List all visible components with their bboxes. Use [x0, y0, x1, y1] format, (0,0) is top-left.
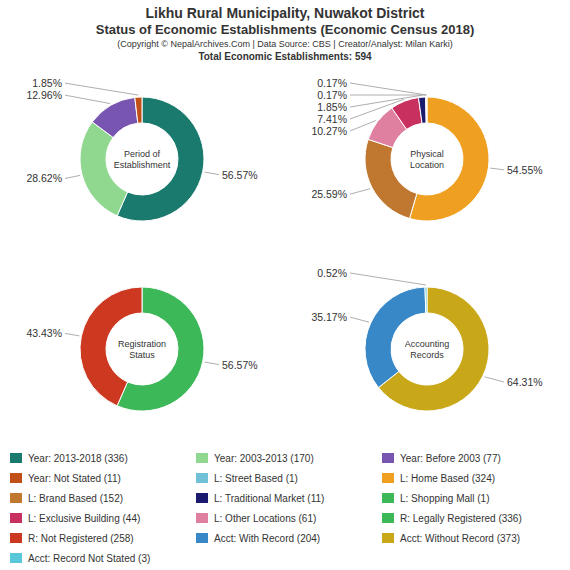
- html-text:L: Brand Based (152): L: Brand Based (152): [28, 492, 124, 504]
- svg-text:Location: Location: [410, 160, 444, 170]
- html-text:L: Home Based (324): L: Home Based (324): [400, 472, 496, 484]
- svg-text:0.17%: 0.17%: [317, 77, 347, 89]
- html-text:Year: Before 2003 (77): Year: Before 2003 (77): [400, 452, 501, 464]
- svg-text:Physical: Physical: [410, 149, 444, 159]
- svg-text:64.31%: 64.31%: [507, 376, 543, 388]
- html-text:(Copyright © NepalArchives.Com: (Copyright © NepalArchives.Com | Data So…: [117, 39, 453, 49]
- html-text:Acct: Without Record (373): Acct: Without Record (373): [400, 532, 520, 544]
- svg-text:Records: Records: [410, 350, 444, 360]
- svg-text:56.57%: 56.57%: [222, 169, 258, 181]
- html-text:Acct: Record Not Stated (3): Acct: Record Not Stated (3): [28, 552, 151, 564]
- html-text:L: Other Locations (61): L: Other Locations (61): [214, 512, 317, 524]
- html-text:Year: Not Stated (11): Year: Not Stated (11): [28, 472, 121, 484]
- svg-text:0.17%: 0.17%: [317, 89, 347, 101]
- svg-text:56.57%: 56.57%: [222, 359, 258, 371]
- svg-text:1.85%: 1.85%: [32, 77, 62, 89]
- svg-text:25.59%: 25.59%: [311, 188, 347, 200]
- svg-text:54.55%: 54.55%: [507, 164, 543, 176]
- svg-text:Registration: Registration: [118, 339, 166, 349]
- svg-text:12.96%: 12.96%: [26, 89, 62, 101]
- html-text:R: Legally Registered (336): R: Legally Registered (336): [400, 512, 522, 524]
- svg-text:28.62%: 28.62%: [26, 172, 62, 184]
- html-text:L: Exclusive Building (44): L: Exclusive Building (44): [28, 512, 141, 524]
- svg-text:0.52%: 0.52%: [317, 267, 347, 279]
- html-text:Likhu Rural Municipality, Nuwa: Likhu Rural Municipality, Nuwakot Distri…: [145, 5, 425, 21]
- svg-text:43.43%: 43.43%: [26, 327, 62, 339]
- svg-text:Period of: Period of: [124, 149, 161, 159]
- svg-text:Accounting: Accounting: [405, 339, 450, 349]
- html-text:R: Not Registered (258): R: Not Registered (258): [28, 532, 134, 544]
- html-text:L: Shopping Mall (1): L: Shopping Mall (1): [400, 492, 490, 504]
- svg-text:35.17%: 35.17%: [311, 311, 347, 323]
- html-text:Year: 2003-2013 (170): Year: 2003-2013 (170): [214, 452, 314, 464]
- svg-text:7.41%: 7.41%: [317, 113, 347, 125]
- html-text:L: Traditional Market (11): L: Traditional Market (11): [214, 492, 325, 504]
- svg-text:Status: Status: [129, 350, 155, 360]
- svg-text:10.27%: 10.27%: [311, 125, 347, 137]
- html-text:Total Economic Establishments:: Total Economic Establishments: 594: [198, 51, 372, 62]
- svg-text:Establishment: Establishment: [114, 160, 171, 170]
- html-text:Year: 2013-2018 (336): Year: 2013-2018 (336): [28, 452, 128, 464]
- html-text:L: Street Based (1): L: Street Based (1): [214, 472, 298, 484]
- html-text:Acct: With Record (204): Acct: With Record (204): [214, 532, 321, 544]
- svg-text:1.85%: 1.85%: [317, 101, 347, 113]
- html-text:Status of Economic Establishme: Status of Economic Establishments (Econo…: [95, 22, 475, 37]
